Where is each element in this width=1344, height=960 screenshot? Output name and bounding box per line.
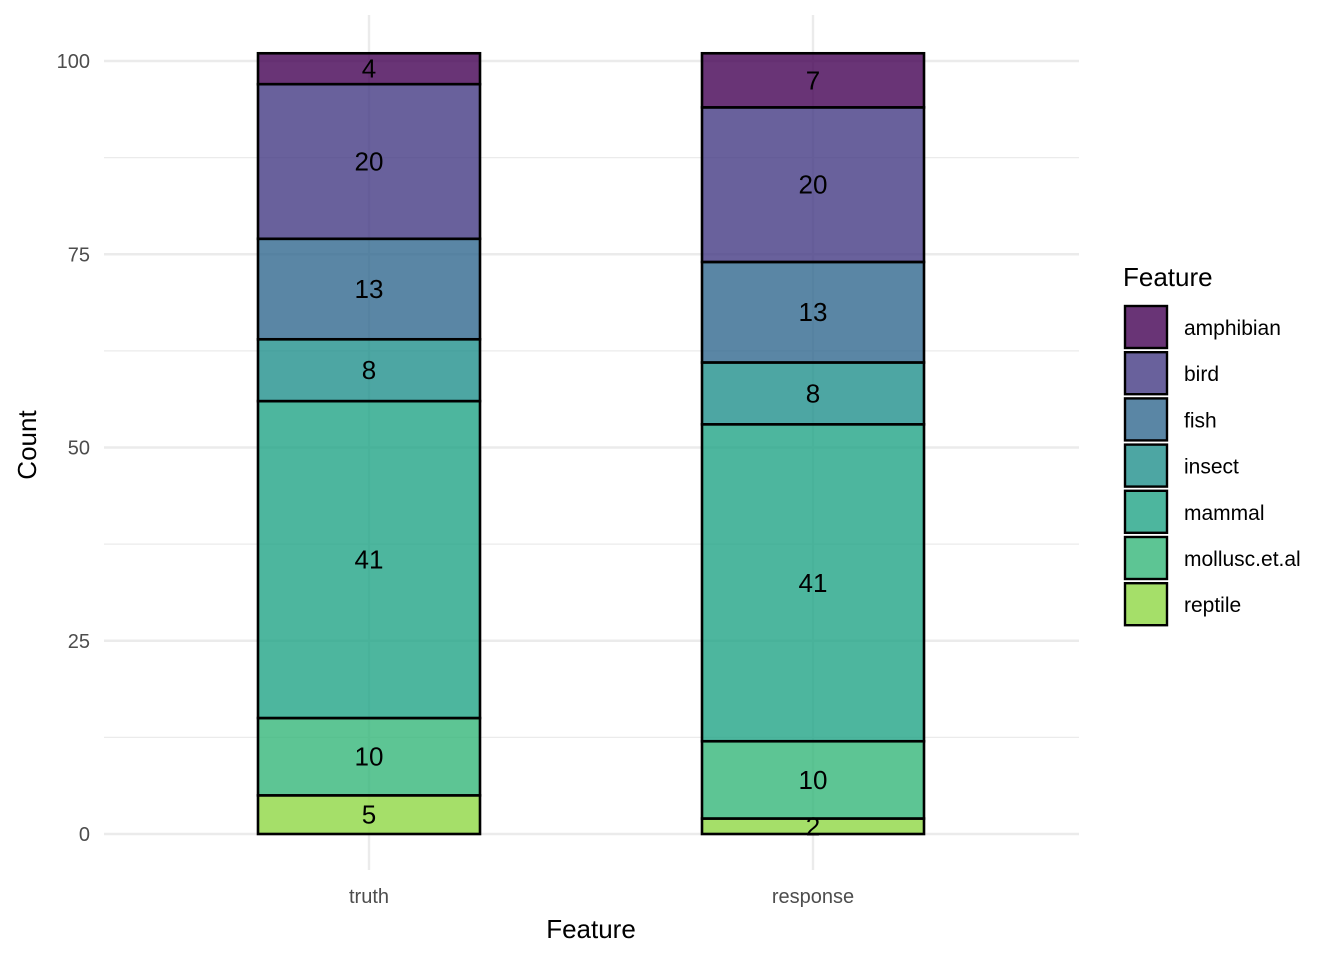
y-tick-label: 50 [68,438,90,460]
bar-stacks [256,51,926,836]
bar-segment-mammal [256,399,482,720]
bar-value-label: 20 [355,146,384,176]
legend-label: mammal [1184,502,1265,525]
bar-value-label: 20 [799,170,828,200]
bar-value-label: 8 [806,378,820,408]
legend-label: mollusc.et.al [1184,548,1301,571]
legend-label: insect [1184,456,1239,479]
legend-key-bird [1123,351,1169,396]
legend-key-mammal [1123,489,1169,534]
bar-value-label: 13 [799,297,828,327]
bar-value-label: 5 [362,800,376,830]
bar-value-label: 10 [799,765,828,795]
bar-value-label: 41 [355,545,384,575]
legend-key-amphibian [1123,304,1169,350]
bar-value-label: 2 [806,811,820,841]
y-tick-label: 75 [68,244,90,266]
x-tick-label: truth [349,886,389,908]
legend: Feature amphibian bird fish insect mammal mol… [1123,262,1301,627]
y-tick-label: 0 [79,824,90,846]
bar-value-label: 8 [362,355,376,385]
x-axis-title: Feature [546,914,636,944]
x-axis-ticks: truth response [349,886,854,908]
bar-value-label: 4 [362,54,376,84]
bar-value-label: 41 [799,568,828,598]
bar-segment-mammal [700,423,926,743]
y-axis-title: Count [12,410,42,480]
bar-segment-amphibian [256,51,482,86]
bar-value-label: 7 [806,65,820,95]
bar-segment-fish [256,237,482,341]
legend-key-mollusc-et-al [1123,535,1169,581]
bar-value-labels: 5 10 41 8 13 20 4 2 10 41 8 13 20 7 [355,54,828,842]
bar-segment-amphibian [700,51,926,109]
bar-segment-mollusc-et-al [700,739,926,820]
y-tick-label: 25 [68,631,90,653]
bar-segment-reptile [256,794,482,836]
bar-segment-insect [256,337,482,403]
y-tick-label: 100 [57,51,90,73]
legend-key-fish [1123,397,1169,442]
bar-segment-insect [700,361,926,426]
legend-label: reptile [1184,594,1241,617]
legend-title: Feature [1123,262,1213,292]
bar-segment-bird [700,106,926,264]
legend-key-reptile [1123,582,1169,627]
bar-value-label: 10 [355,742,384,772]
legend-key-insect [1123,443,1169,488]
y-axis-ticks: 0 25 50 75 100 [57,51,90,846]
legend-label: amphibian [1184,317,1281,340]
bar-segment-fish [700,260,926,364]
bar-value-label: 13 [355,274,384,304]
grid-lines [104,15,1079,870]
legend-label: bird [1184,363,1219,386]
bar-segment-mollusc-et-al [256,716,482,797]
legend-label: fish [1184,409,1217,432]
x-tick-label: response [772,886,854,908]
